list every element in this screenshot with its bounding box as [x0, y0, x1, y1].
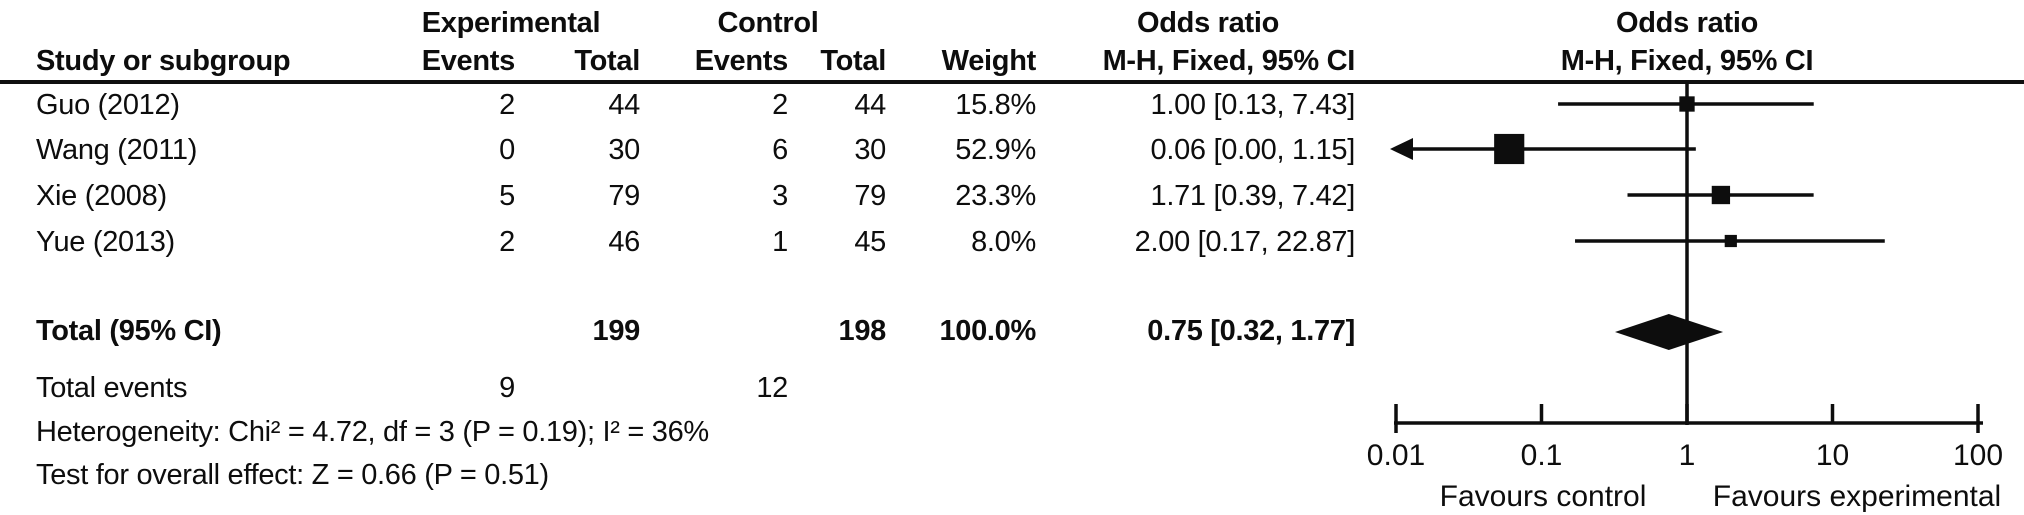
total-or-ci: 0.75 [0.32, 1.77]	[1147, 315, 1355, 347]
exp-events-value: 5	[499, 180, 515, 212]
or-point-square	[1494, 133, 1525, 165]
axis-tick-label: 10	[1816, 439, 1849, 472]
ctl-events-value: 1	[772, 226, 788, 258]
summary-diamond	[1614, 314, 1724, 350]
favours-experimental-label: Favours experimental	[1713, 480, 2001, 513]
study-ci-row	[1575, 234, 1885, 248]
ctl-total-value: 30	[854, 134, 886, 166]
group-header-odds-ratio-plot: Odds ratio	[1615, 7, 1758, 39]
exp-total-value: 46	[608, 226, 640, 258]
column-header-ctl-total: Total	[820, 45, 886, 77]
column-header-exp-events: Events	[421, 45, 516, 77]
group-header-experimental: Experimental	[421, 7, 601, 39]
exp-total-value: 30	[608, 134, 640, 166]
heterogeneity-text: Heterogeneity: Chi² = 4.72, df = 3 (P = …	[36, 416, 709, 448]
exp-events-value: 2	[499, 89, 515, 121]
total-exp-n: 199	[592, 315, 641, 347]
study-label: Wang (2011)	[36, 134, 198, 166]
study-ci-row	[1627, 185, 1814, 205]
axis-tick-label: 0.01	[1367, 439, 1425, 472]
weight-value: 23.3%	[955, 180, 1036, 212]
weight-value: 15.8%	[955, 89, 1036, 121]
ctl-events-value: 6	[772, 134, 788, 166]
ctl-events-value: 3	[772, 180, 788, 212]
ctl-total-value: 44	[854, 89, 886, 121]
total-label: Total (95% CI)	[36, 315, 222, 347]
group-header-control: Control	[717, 7, 819, 39]
ci-arrow-left	[1390, 138, 1413, 160]
axis-tick-label: 100	[1953, 439, 2003, 472]
or-point-square	[1711, 185, 1731, 205]
or-axis	[1394, 404, 1983, 433]
weight-value: 52.9%	[955, 134, 1036, 166]
overall-effect-text: Test for overall effect: Z = 0.66 (P = 0…	[36, 459, 549, 491]
study-label: Xie (2008)	[36, 180, 167, 212]
column-header-ctl-events: Events	[694, 45, 789, 77]
ctl-total-value: 79	[854, 180, 886, 212]
study-label: Guo (2012)	[36, 89, 180, 121]
study-label: Yue (2013)	[36, 226, 175, 258]
or-ci-value: 1.71 [0.39, 7.42]	[1150, 180, 1355, 212]
ctl-total-value: 45	[854, 226, 886, 258]
total-events-exp: 9	[499, 372, 515, 404]
exp-events-value: 2	[499, 226, 515, 258]
total-events-ctl: 12	[756, 372, 788, 404]
column-header-weight: Weight	[941, 45, 1037, 77]
column-header-study: Study or subgroup	[36, 45, 291, 77]
or-ci-value: 1.00 [0.13, 7.43]	[1150, 89, 1355, 121]
favours-control-label: Favours control	[1440, 480, 1647, 513]
study-ci-row	[1390, 133, 1696, 165]
total-ctl-n: 198	[838, 315, 887, 347]
weight-value: 8.0%	[971, 226, 1036, 258]
or-ci-value: 2.00 [0.17, 22.87]	[1134, 226, 1356, 258]
ctl-events-value: 2	[772, 89, 788, 121]
or-point-square	[1724, 234, 1737, 248]
axis-tick-label: 1	[1679, 439, 1696, 472]
total-events-label: Total events	[36, 372, 188, 404]
column-header-mh-ci: M-H, Fixed, 95% CI	[1102, 45, 1356, 77]
column-header-mh-ci-plot: M-H, Fixed, 95% CI	[1560, 45, 1814, 77]
axis-tick-label: 0.1	[1521, 439, 1563, 472]
exp-total-value: 79	[608, 180, 640, 212]
exp-total-value: 44	[608, 89, 640, 121]
total-weight: 100.0%	[939, 315, 1036, 347]
group-header-odds-ratio: Odds ratio	[1136, 7, 1279, 39]
exp-events-value: 0	[499, 134, 515, 166]
or-point-square	[1679, 96, 1695, 112]
or-ci-value: 0.06 [0.00, 1.15]	[1150, 134, 1355, 166]
study-ci-row	[1558, 96, 1814, 112]
column-header-exp-total: Total	[574, 45, 640, 77]
header-divider	[0, 80, 2024, 84]
